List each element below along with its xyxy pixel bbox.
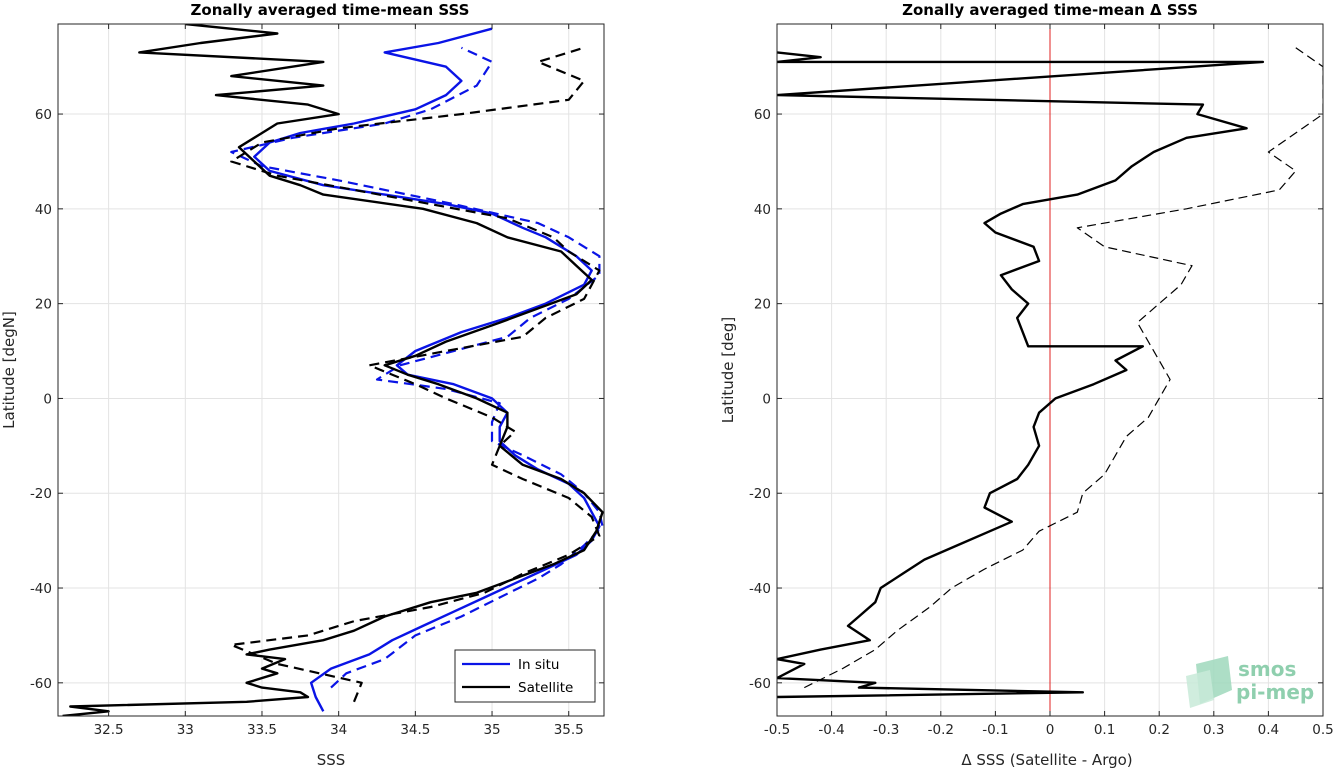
sss-xtick-label: 35.5 (554, 722, 584, 738)
delta-sss-xtick-label: 0.1 (1094, 722, 1115, 738)
delta-sss-ytick-label: 60 (754, 107, 771, 123)
sss-ytick-label: 60 (35, 107, 52, 123)
delta-sss-panel: Zonally averaged time-mean Δ SSS -0.5 -0.… (719, 1, 1334, 769)
sss-xtick-label: 32.5 (94, 722, 124, 738)
delta-sss-ytick-label: 20 (754, 297, 771, 313)
legend-box (454, 649, 596, 703)
delta-sss-xtick-label: 0.5 (1312, 722, 1333, 738)
sss-ytick-label: -60 (30, 676, 52, 692)
sss-xtick-label: 34.5 (400, 722, 430, 738)
sss-xtick-label: 33 (177, 722, 194, 738)
delta-sss-series-line-1 (804, 47, 1323, 689)
delta-sss-xtick-label: -0.3 (873, 722, 899, 738)
sss-xlabel: SSS (317, 751, 346, 769)
sss-xtick-label: 34 (330, 722, 347, 738)
sss-grid (58, 24, 604, 716)
delta-sss-series-line-0 (777, 51, 1265, 699)
delta-sss-xtick-label: 0.2 (1148, 722, 1169, 738)
delta-sss-ytick-label: -60 (749, 676, 771, 692)
sss-ytick-label: 20 (35, 297, 52, 313)
sss-xtick-label: 35 (483, 722, 500, 738)
delta-sss-xtick-label: 0 (1046, 722, 1055, 738)
delta-sss-ytick-label: 0 (762, 391, 771, 407)
sss-xtick-label: 33.5 (247, 722, 277, 738)
delta-sss-xtick-label: -0.5 (764, 722, 790, 738)
delta-sss-xtick-label: -0.4 (818, 722, 844, 738)
sss-series-line-1 (230, 46, 604, 689)
delta-sss-xtick-label: -0.2 (928, 722, 954, 738)
delta-sss-ylabel: Latitude [deg] (719, 317, 737, 423)
delta-sss-ticks: -0.5 -0.4 -0.3 -0.2 -0.1 0 0.1 0.2 0.3 0.4 0.5 -60 -… (749, 24, 1334, 738)
sss-ticks: 32.5 33 33.5 34 34.5 35 35.5 -60 -40 -20 0 20 40 60 (30, 24, 604, 738)
smos-pi-mep-logo: smos pi-mep (1186, 656, 1314, 708)
legend-entry-in-situ: In situ (518, 657, 559, 673)
delta-sss-series (777, 47, 1323, 699)
delta-sss-xlabel: Δ SSS (Satellite - Argo) (961, 751, 1132, 769)
sss-axes-box (57, 23, 605, 717)
sss-chart-title: Zonally averaged time-mean SSS (191, 1, 470, 19)
sss-ytick-label: -20 (30, 486, 52, 502)
legend-entry-satellite: Satellite (518, 680, 573, 696)
delta-sss-ytick-label: -20 (749, 486, 771, 502)
sss-ylabel: Latitude [degN] (0, 311, 18, 429)
sss-ytick-label: -40 (30, 581, 52, 597)
logo-line-2: pi-mep (1236, 680, 1314, 704)
sss-series (62, 24, 604, 716)
delta-sss-ytick-label: -40 (749, 581, 771, 597)
sss-ytick-label: 40 (35, 202, 52, 218)
delta-sss-xtick-label: -0.1 (982, 722, 1008, 738)
sss-series-line-2 (62, 24, 604, 716)
logo-mark-shade-icon (1186, 670, 1214, 708)
sss-ytick-label: 0 (43, 391, 52, 407)
delta-sss-chart-title: Zonally averaged time-mean Δ SSS (902, 1, 1198, 19)
sss-series-line-3 (230, 46, 601, 703)
delta-sss-xtick-label: 0.3 (1203, 722, 1224, 738)
sss-series-line-0 (253, 27, 601, 712)
sss-panel: Zonally averaged time-mean SSS 32.5 33 33.… (0, 1, 605, 769)
legend: In situ Satellite (454, 649, 596, 703)
delta-sss-ytick-label: 40 (754, 202, 771, 218)
delta-sss-xtick-label: 0.4 (1258, 722, 1279, 738)
logo-line-1: smos (1238, 657, 1296, 681)
